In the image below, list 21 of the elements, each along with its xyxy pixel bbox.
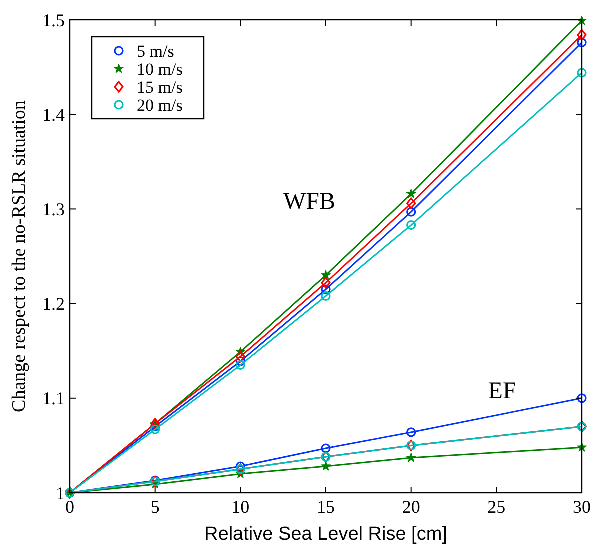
y-tick-label: 1.1 — [42, 388, 65, 409]
legend-label: 5 m/s — [137, 42, 174, 61]
y-tick-label: 1.4 — [42, 104, 65, 125]
y-tick-label: 1.2 — [42, 294, 65, 314]
x-tick-label: 20 — [402, 497, 420, 517]
x-tick-label: 5 — [150, 497, 160, 517]
annotation: WFB — [284, 189, 336, 216]
legend-label: 20 m/s — [137, 96, 183, 115]
annotation: EF — [488, 378, 516, 404]
x-tick-label: 25 — [488, 497, 506, 517]
y-tick-label: 1.5 — [42, 10, 65, 30]
x-tick-label: 15 — [317, 497, 335, 517]
legend-label: 10 m/s — [137, 60, 183, 79]
x-tick-label: 30 — [573, 497, 591, 517]
x-tick-label: 10 — [232, 497, 250, 517]
x-axis-title: Relative Sea Level Rise [cm] — [204, 524, 448, 545]
x-tick-label: 0 — [66, 497, 74, 517]
y-tick-label: 1 — [56, 483, 65, 504]
y-tick-label: 1.3 — [42, 200, 65, 220]
legend-label: 15 m/s — [137, 78, 183, 97]
y-axis-title: Change respect to the no-RSLR situation — [9, 100, 30, 412]
